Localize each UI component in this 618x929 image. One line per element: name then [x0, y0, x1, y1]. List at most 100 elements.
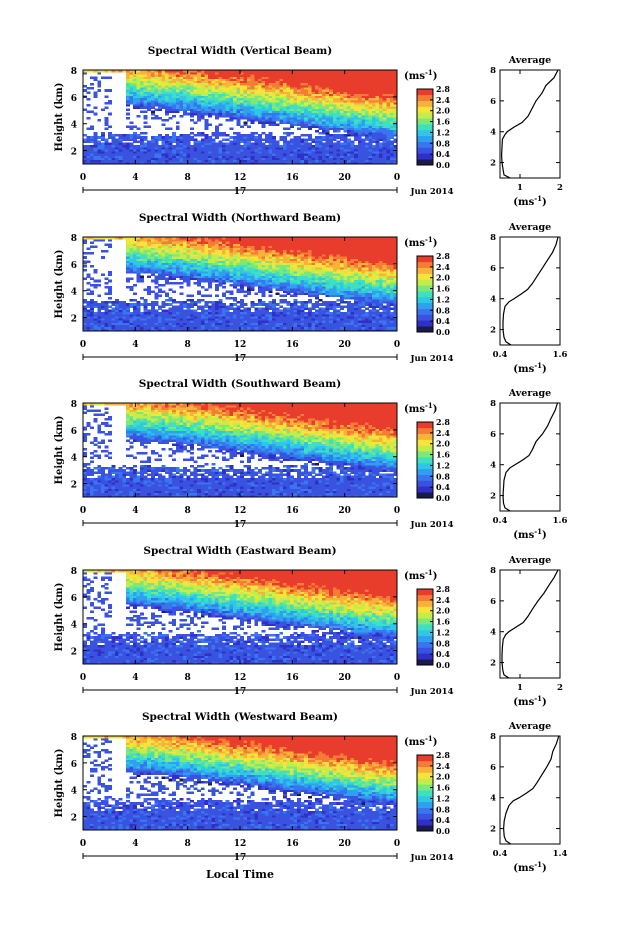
heatmap-cell — [147, 146, 152, 150]
heatmap-cell — [125, 151, 130, 154]
heatmap-cell — [168, 138, 173, 141]
heatmap-cell — [186, 146, 191, 150]
heatmap-cell — [207, 294, 212, 298]
heatmap-cell — [232, 136, 237, 139]
heatmap-cell — [104, 117, 109, 120]
heatmap-cell — [197, 104, 202, 107]
heatmap-cell — [86, 309, 91, 313]
heatmap-cell — [225, 102, 230, 105]
heatmap-cell — [264, 144, 269, 148]
heatmap-cell — [90, 125, 95, 129]
heatmap-cell — [86, 157, 91, 161]
heatmap-cell — [125, 134, 130, 137]
heatmap-cell — [93, 134, 98, 137]
heatmap-cell — [204, 80, 209, 84]
heatmap-cell — [225, 112, 230, 116]
heatmap-cell — [190, 298, 195, 302]
heatmap-cell — [247, 146, 252, 150]
heatmap-cell — [107, 134, 112, 137]
heatmap-cell — [236, 80, 241, 84]
heatmap-cell — [200, 112, 205, 116]
heatmap-cell — [165, 80, 170, 84]
heatmap-cell — [200, 82, 205, 86]
heatmap-cell — [236, 151, 241, 154]
heatmap-cell — [225, 110, 230, 114]
heatmap-cell — [193, 78, 198, 82]
heatmap-cell — [93, 153, 98, 156]
heatmap-cell — [236, 95, 241, 99]
heatmap-cell — [204, 95, 209, 99]
heatmap-cell — [161, 70, 166, 73]
heatmap-cell — [215, 142, 219, 146]
heatmap-cell — [211, 144, 216, 148]
heatmap-cell — [240, 157, 244, 161]
heatmap-cell — [115, 144, 120, 148]
heatmap-cell — [200, 87, 205, 90]
heatmap-cell — [211, 140, 216, 144]
heatmap-cell — [179, 108, 184, 111]
heatmap-cell — [207, 106, 212, 109]
heatmap-cell — [100, 153, 105, 156]
heatmap-cell — [243, 82, 248, 86]
heatmap-cell — [115, 159, 120, 163]
heatmap-cell — [136, 97, 141, 101]
profile-x-tick-label: 1 — [517, 183, 523, 193]
heatmap-cell — [150, 161, 155, 165]
profile-line — [500, 69, 559, 179]
heatmap-cell — [204, 134, 209, 137]
heatmap-cell — [222, 99, 227, 103]
heatmap-cell — [168, 91, 173, 94]
heatmap-cell — [175, 91, 180, 94]
heatmap-cell — [175, 142, 180, 146]
colorbar-swatch — [417, 135, 433, 142]
heatmap-cell — [147, 140, 152, 144]
heatmap-cell — [225, 134, 230, 137]
heatmap-cell — [154, 153, 159, 156]
heatmap-cell — [168, 127, 173, 131]
heatmap-cell — [215, 284, 219, 287]
heatmap-cell — [83, 277, 87, 281]
heatmap-cell — [190, 149, 195, 152]
heatmap-cell — [100, 151, 105, 154]
heatmap-cell — [172, 89, 177, 92]
heatmap-cell — [247, 136, 252, 139]
colorbar-tick-label: 0.4 — [436, 149, 450, 159]
heatmap-cell — [97, 89, 102, 92]
heatmap-cell — [236, 87, 241, 90]
heatmap-cell — [200, 134, 205, 137]
colorbar-swatch — [417, 147, 433, 154]
heatmap-cell — [232, 161, 237, 165]
heatmap-cell — [229, 144, 234, 148]
heatmap-cell — [86, 104, 91, 107]
day-label: 17 — [234, 187, 247, 197]
heatmap-cell — [193, 84, 198, 88]
heatmap-cell — [204, 294, 209, 298]
heatmap-cell — [179, 78, 184, 82]
heatmap-cell — [165, 127, 170, 131]
heatmap-cell — [264, 134, 269, 137]
heatmap-cell — [172, 305, 177, 308]
heatmap-cell — [186, 82, 191, 86]
heatmap-cell — [132, 149, 137, 152]
heatmap-cell — [147, 153, 152, 156]
heatmap-cell — [104, 155, 109, 158]
heatmap-cell — [215, 80, 219, 84]
heatmap-cell — [147, 87, 152, 90]
heatmap-cell — [83, 144, 87, 148]
heatmap-cell — [311, 144, 316, 148]
heatmap-cell — [172, 106, 177, 109]
heatmap-cell — [222, 108, 227, 111]
heatmap-cell — [243, 80, 248, 84]
heatmap-cell — [222, 112, 227, 116]
heatmap-cell — [254, 303, 259, 306]
heatmap-cell — [175, 106, 180, 109]
heatmap-cell — [211, 155, 216, 158]
heatmap-cell — [197, 74, 202, 77]
heatmap-cell — [147, 72, 152, 75]
heatmap-cell — [179, 134, 184, 137]
heatmap-cell — [154, 76, 159, 79]
heatmap-cell — [211, 72, 216, 75]
heatmap-cell — [104, 149, 109, 152]
heatmap-cell — [229, 78, 234, 82]
